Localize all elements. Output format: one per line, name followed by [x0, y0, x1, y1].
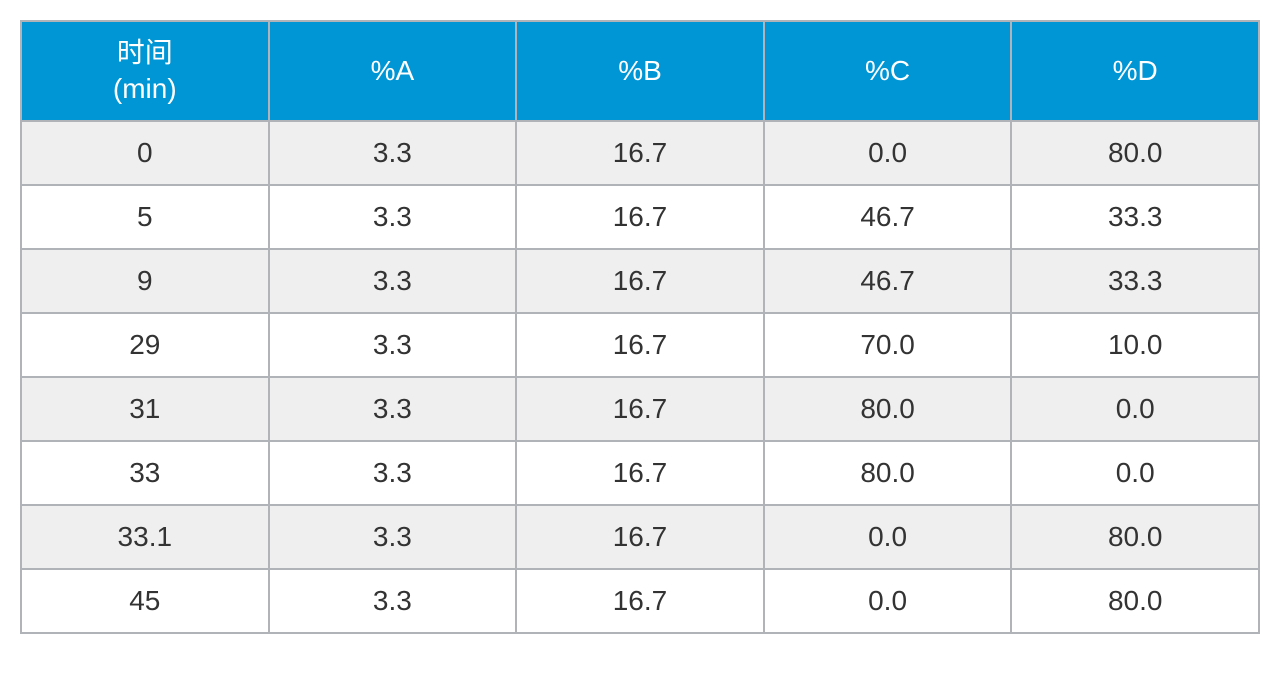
table-cell: 45 [21, 569, 269, 633]
table-row: 53.316.746.733.3 [21, 185, 1259, 249]
table-cell: 46.7 [764, 249, 1012, 313]
table-cell: 0.0 [764, 505, 1012, 569]
gradient-table: 时间(min)%A%B%C%D 03.316.70.080.053.316.74… [20, 20, 1260, 634]
gradient-table-container: 时间(min)%A%B%C%D 03.316.70.080.053.316.74… [20, 20, 1260, 634]
table-cell: 46.7 [764, 185, 1012, 249]
table-cell: 80.0 [1011, 505, 1259, 569]
table-cell: 80.0 [764, 441, 1012, 505]
table-cell: 16.7 [516, 249, 764, 313]
table-cell: 9 [21, 249, 269, 313]
header-text-line: 时间 [22, 35, 268, 71]
table-cell: 0.0 [1011, 377, 1259, 441]
column-header-0: 时间(min) [21, 21, 269, 121]
table-cell: 16.7 [516, 121, 764, 185]
table-cell: 16.7 [516, 377, 764, 441]
table-cell: 33.3 [1011, 249, 1259, 313]
table-cell: 3.3 [269, 505, 517, 569]
table-cell: 3.3 [269, 377, 517, 441]
table-cell: 16.7 [516, 505, 764, 569]
table-cell: 3.3 [269, 441, 517, 505]
table-cell: 33 [21, 441, 269, 505]
column-header-2: %B [516, 21, 764, 121]
table-cell: 33.1 [21, 505, 269, 569]
table-cell: 29 [21, 313, 269, 377]
table-cell: 0.0 [1011, 441, 1259, 505]
table-row: 33.13.316.70.080.0 [21, 505, 1259, 569]
table-row: 93.316.746.733.3 [21, 249, 1259, 313]
column-header-3: %C [764, 21, 1012, 121]
table-cell: 80.0 [1011, 569, 1259, 633]
table-cell: 16.7 [516, 185, 764, 249]
column-header-4: %D [1011, 21, 1259, 121]
header-row: 时间(min)%A%B%C%D [21, 21, 1259, 121]
table-cell: 3.3 [269, 313, 517, 377]
table-row: 453.316.70.080.0 [21, 569, 1259, 633]
table-cell: 70.0 [764, 313, 1012, 377]
table-cell: 80.0 [1011, 121, 1259, 185]
column-header-1: %A [269, 21, 517, 121]
table-cell: 3.3 [269, 249, 517, 313]
table-cell: 0.0 [764, 121, 1012, 185]
table-row: 293.316.770.010.0 [21, 313, 1259, 377]
table-cell: 3.3 [269, 185, 517, 249]
table-cell: 80.0 [764, 377, 1012, 441]
table-row: 03.316.70.080.0 [21, 121, 1259, 185]
header-text-line: (min) [22, 71, 268, 107]
table-cell: 5 [21, 185, 269, 249]
table-row: 313.316.780.00.0 [21, 377, 1259, 441]
table-row: 333.316.780.00.0 [21, 441, 1259, 505]
table-cell: 10.0 [1011, 313, 1259, 377]
table-header: 时间(min)%A%B%C%D [21, 21, 1259, 121]
table-cell: 16.7 [516, 441, 764, 505]
table-cell: 0 [21, 121, 269, 185]
table-cell: 3.3 [269, 569, 517, 633]
table-cell: 16.7 [516, 569, 764, 633]
table-cell: 16.7 [516, 313, 764, 377]
table-cell: 0.0 [764, 569, 1012, 633]
table-body: 03.316.70.080.053.316.746.733.393.316.74… [21, 121, 1259, 633]
table-cell: 31 [21, 377, 269, 441]
table-cell: 3.3 [269, 121, 517, 185]
table-cell: 33.3 [1011, 185, 1259, 249]
